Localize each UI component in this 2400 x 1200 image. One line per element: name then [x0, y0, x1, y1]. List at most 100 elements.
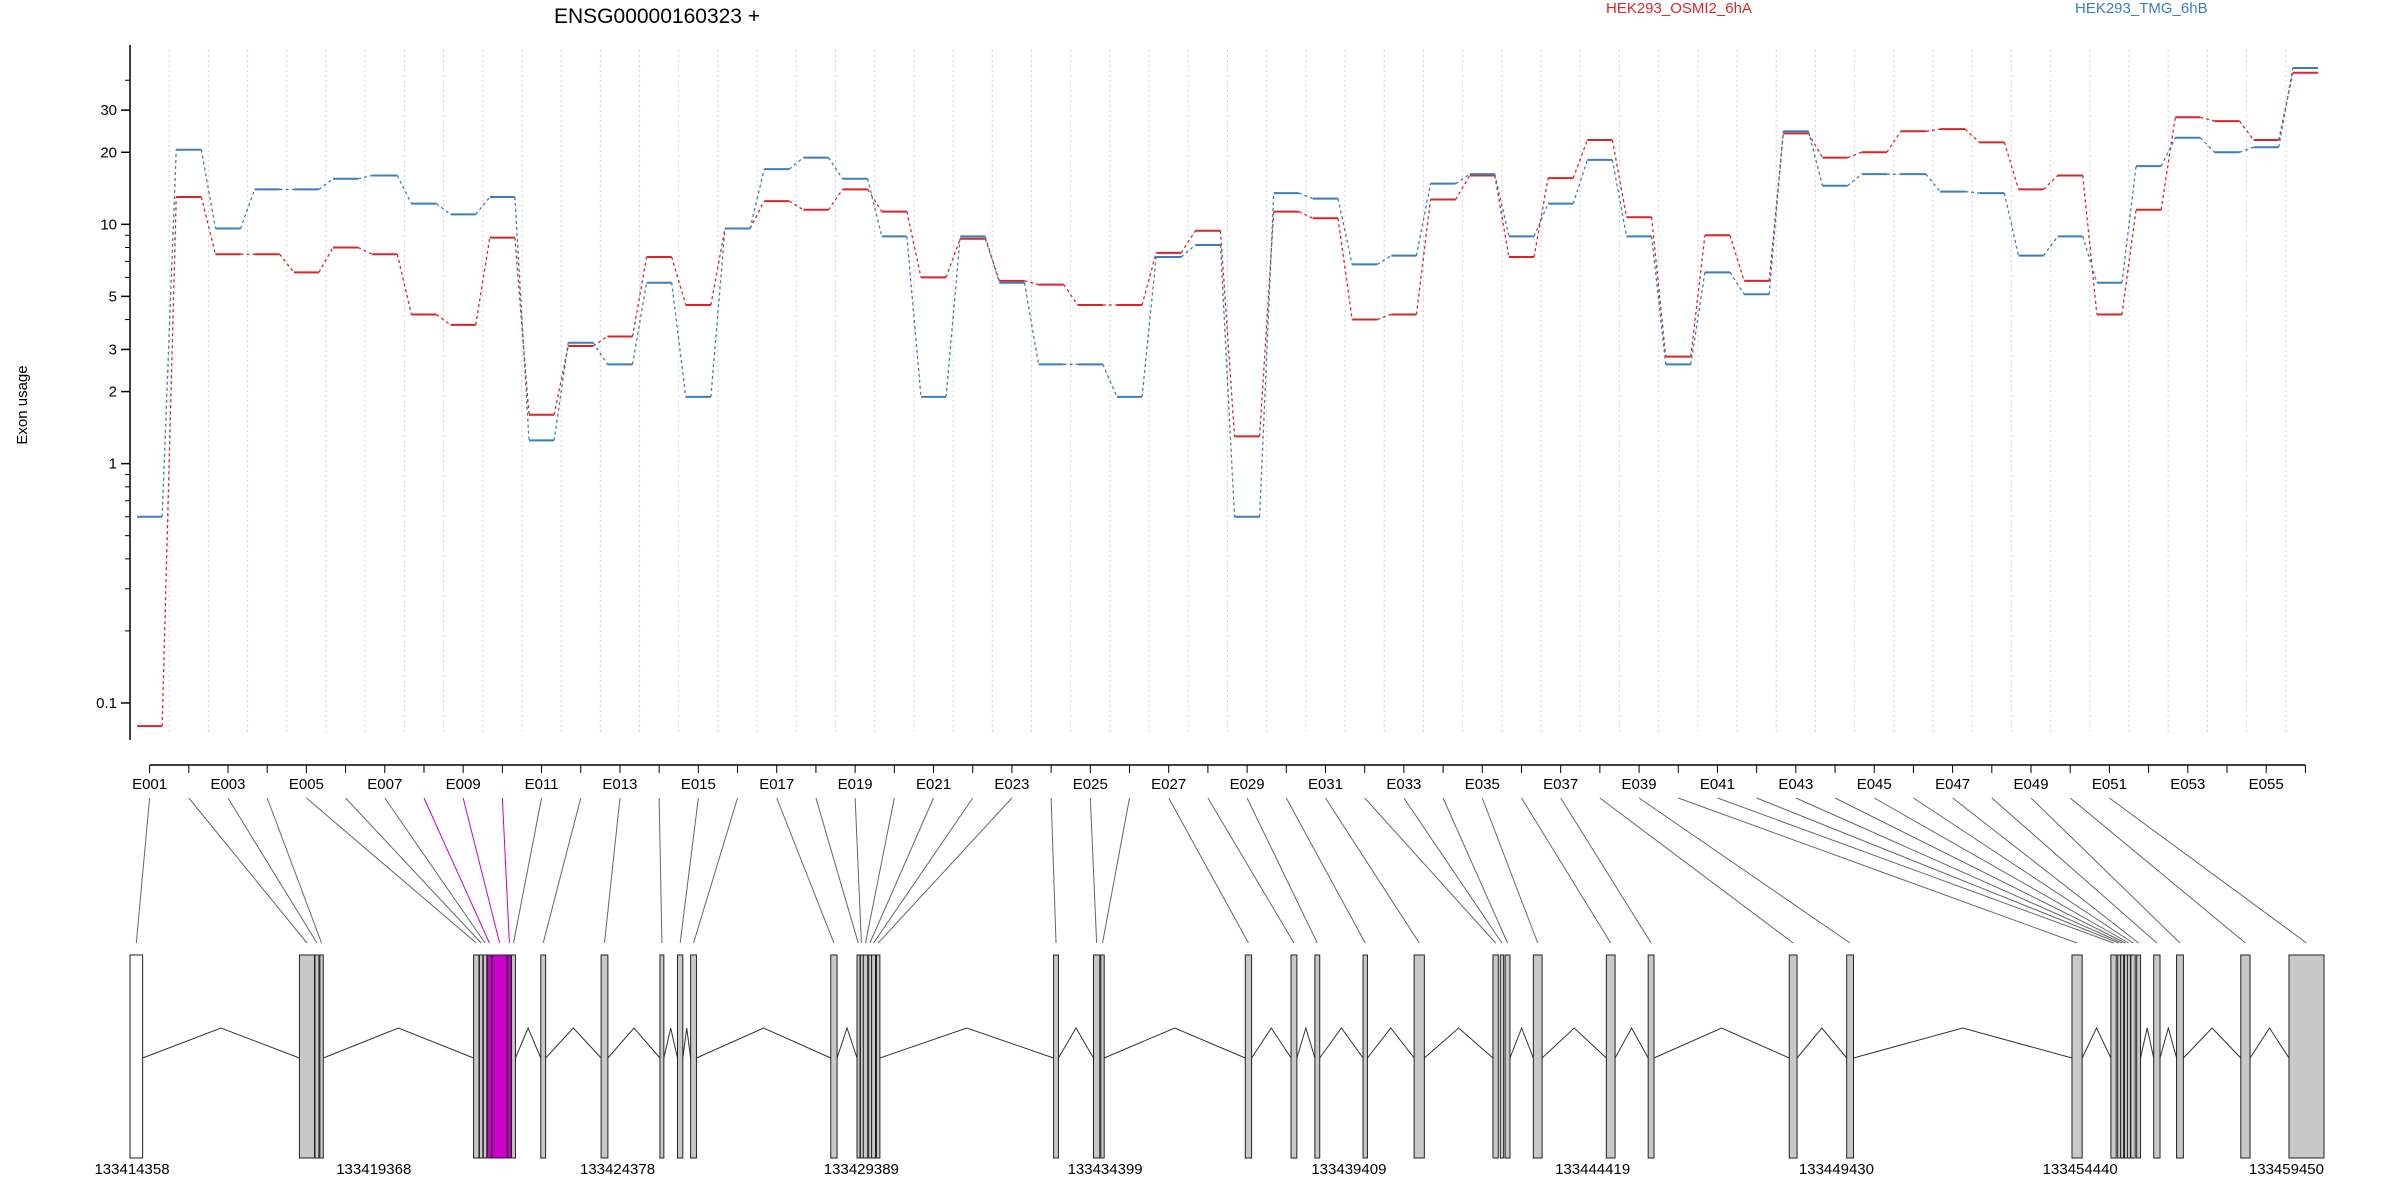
exon-connector	[1207, 797, 1295, 944]
exon-tick-label: E003	[210, 776, 245, 793]
exon-block	[856, 954, 861, 1159]
exon-block	[2136, 954, 2142, 1159]
series-connector	[1729, 235, 1745, 282]
exon-tick-label: E045	[1857, 776, 1892, 793]
exon-connector	[2109, 797, 2307, 944]
exon-connector	[1481, 797, 1539, 944]
exon-connector	[384, 797, 486, 944]
exon-block	[298, 954, 316, 1159]
intron	[607, 1027, 661, 1059]
series-connector	[827, 188, 844, 211]
series-connector	[1807, 133, 1824, 158]
exon-connector	[1364, 797, 1497, 944]
exon-block	[540, 954, 547, 1159]
exon-connector	[693, 797, 739, 944]
exon-block	[2153, 954, 2161, 1159]
y-tick-label: 1	[109, 456, 117, 473]
series-connector	[200, 149, 217, 229]
series-connector	[436, 203, 452, 215]
intron	[1296, 1026, 1316, 1059]
series-connector	[161, 197, 177, 727]
intron	[1319, 1027, 1364, 1059]
series-connector	[1023, 282, 1040, 365]
series-connector	[1611, 159, 1628, 237]
intron	[682, 1027, 692, 1059]
genomic-tick-label: 133414358	[94, 1161, 169, 1178]
series-connector	[592, 335, 608, 347]
series-connector	[1572, 139, 1588, 179]
series-connector	[475, 196, 491, 215]
series-connector	[2278, 67, 2294, 148]
exon-tick-label: E017	[759, 776, 794, 793]
exon-connector	[1101, 797, 1131, 944]
series-connector	[396, 254, 413, 315]
series-connector	[2239, 146, 2254, 153]
exon-connector	[2069, 797, 2246, 944]
exon-connector	[854, 797, 862, 944]
intron	[1796, 1027, 1848, 1059]
series-connector	[1258, 211, 1275, 437]
series-connector	[788, 200, 804, 211]
exon-block	[871, 954, 877, 1159]
exon-connector	[603, 797, 621, 944]
intron	[1103, 1027, 1246, 1059]
exon-block	[1647, 954, 1655, 1159]
exon-block	[2071, 954, 2083, 1159]
series-connector	[906, 211, 922, 278]
series-connector	[436, 313, 452, 326]
series-connector	[553, 342, 569, 441]
exon-block	[1788, 954, 1798, 1159]
exon-tick-label: E001	[132, 776, 167, 793]
exon-tick-label: E055	[2249, 776, 2284, 793]
series-connector	[710, 228, 726, 397]
exon-connector	[1638, 797, 1851, 944]
exon-tick-label: E009	[446, 776, 481, 793]
y-tick-label: 0.1	[96, 695, 117, 712]
exon-tick-label: E021	[916, 776, 951, 793]
exon-block	[1053, 954, 1059, 1159]
series-connector	[279, 253, 295, 273]
exon-block	[129, 954, 144, 1159]
series-connector	[2003, 142, 2020, 190]
series-connector	[2003, 192, 2020, 256]
genomic-coordinate-axis: 133414358 133419368 133424378 133429389 1334…	[94, 1161, 2324, 1178]
series-connector	[984, 238, 1000, 282]
exon-block	[875, 954, 881, 1159]
exon-tick-label: E027	[1151, 776, 1186, 793]
exon-connector	[1521, 797, 1612, 944]
exon-tick-label: E011	[525, 776, 559, 793]
exon-connector	[266, 797, 323, 944]
series-connector	[2200, 116, 2215, 122]
genomic-tick-label: 133439409	[1311, 1161, 1386, 1178]
exon-connector	[1991, 797, 2158, 944]
intron	[1251, 1027, 1292, 1059]
exon-block	[2240, 954, 2251, 1159]
series-connector	[710, 228, 726, 306]
series-connector	[1886, 130, 1902, 153]
exon-connector	[1168, 797, 1249, 944]
series-connector	[1298, 192, 1314, 200]
exon-block	[2120, 954, 2125, 1159]
exon-connector	[135, 797, 151, 944]
exon-tick-label: E015	[681, 776, 716, 793]
exon-grid-lines	[168, 50, 2287, 735]
exon-connector	[1795, 797, 2123, 944]
exon-connector	[873, 797, 974, 944]
y-tick-label: 20	[100, 144, 117, 161]
genomic-tick-label: 133429389	[824, 1161, 899, 1178]
exon-connector	[188, 797, 308, 944]
legend-entry-series-1: HEK293_OSMI2_6hA	[1606, 0, 1752, 17]
exon-connector	[1246, 797, 1318, 944]
genomic-tick-label: 133419368	[336, 1161, 411, 1178]
exon-connector	[501, 797, 510, 944]
series-connector	[631, 282, 648, 365]
exon-block	[2126, 954, 2131, 1159]
exon-block	[478, 954, 484, 1159]
intron	[1541, 1027, 1607, 1059]
series-connector	[318, 247, 334, 273]
intron	[1853, 1027, 2073, 1059]
intron	[1058, 1027, 1094, 1059]
series-connector	[1180, 230, 1196, 254]
exon-tick-label: E041	[1700, 776, 1735, 793]
